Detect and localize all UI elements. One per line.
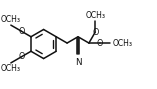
Text: OCH₃: OCH₃ [112,39,132,48]
Text: OCH₃: OCH₃ [1,15,21,24]
Text: OCH₃: OCH₃ [1,64,21,73]
Text: OCH₃: OCH₃ [85,11,105,19]
Text: O: O [96,39,103,48]
Text: O: O [18,27,25,36]
Text: N: N [75,58,81,67]
Text: O: O [18,52,25,61]
Text: O: O [92,28,98,37]
